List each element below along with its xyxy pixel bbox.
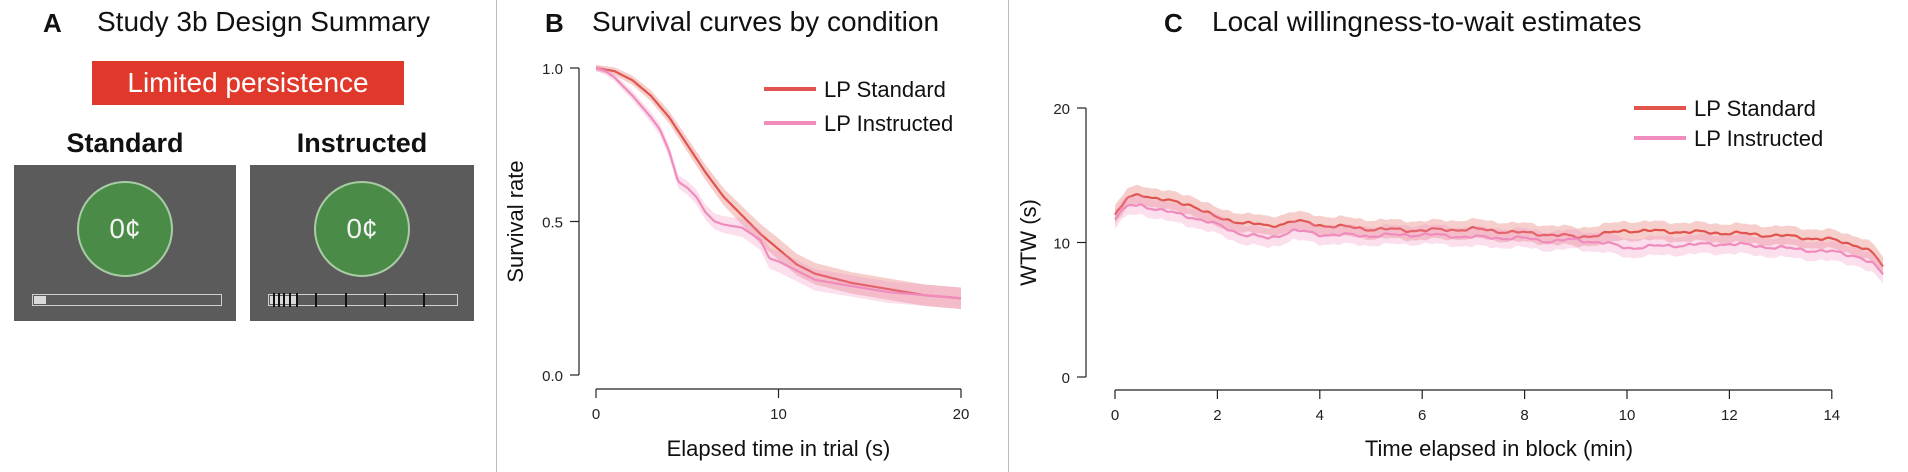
coin-icon: 0¢ [314,181,410,277]
tick-mark [273,293,275,307]
progress-fill [34,296,46,304]
tick-mark [278,293,280,307]
standard-condition-label: Standard [66,128,184,158]
coin-icon: 0¢ [77,181,173,277]
panel-c-title: Local willingness-to-wait estimates [1212,6,1642,37]
y-axis-label: WTW (s) [1016,199,1041,286]
instructed-progress-bar [268,293,458,307]
tick-mark [289,293,291,307]
series-line [1114,193,1884,268]
y-tick-label: 0 [1062,370,1070,387]
panel-b-title: Survival curves by condition [592,6,940,37]
x-tick-label: 10 [770,406,787,423]
instructed-screen: 0¢ [250,165,474,321]
tick-mark [423,293,425,307]
series-line [1114,203,1884,275]
x-axis-label: Time elapsed in block (min) [1365,436,1633,461]
tick-mark [315,293,317,307]
y-tick-label: 1.0 [542,61,563,78]
instructed-condition-label: Instructed [296,128,428,158]
confidence-band [596,64,961,310]
y-axis-label: Survival rate [503,160,528,282]
panel-a-letter: A [43,8,62,38]
x-tick-label: 4 [1316,407,1324,424]
legend-label: LP Instructed [824,111,953,136]
panel-a-title: Study 3b Design Summary [97,6,431,37]
y-tick-label: 0.0 [542,368,563,385]
y-tick-label: 0.5 [542,215,563,232]
condition-badge: Limited persistence [92,61,404,105]
y-tick-label: 10 [1053,236,1070,253]
y-tick-label: 20 [1053,101,1070,118]
x-tick-label: 10 [1619,407,1636,424]
tick-mark [296,293,298,307]
tick-mark [283,293,285,307]
series-line [595,66,962,300]
x-tick-label: 8 [1520,407,1528,424]
x-tick-label: 14 [1823,407,1840,424]
tick-mark [384,293,386,307]
series-line [595,66,962,300]
x-tick-label: 12 [1721,407,1738,424]
x-tick-label: 2 [1213,407,1221,424]
panel-divider [496,0,497,472]
panel-divider [1008,0,1009,472]
panel-c-letter: C [1164,8,1183,38]
x-tick-label: 6 [1418,407,1426,424]
confidence-band [1115,184,1883,276]
legend-label: LP Standard [1694,96,1816,121]
x-tick-label: 0 [1111,407,1119,424]
tick-mark [345,293,347,307]
confidence-band [596,64,961,310]
x-axis-label: Elapsed time in trial (s) [667,436,891,461]
legend-label: LP Standard [824,77,946,102]
x-tick-label: 20 [953,406,970,423]
legend-label: LP Instructed [1694,126,1823,151]
panel-b-letter: B [545,8,564,38]
x-tick-label: 0 [592,406,600,423]
standard-progress-bar [32,294,222,306]
standard-screen: 0¢ [14,165,236,321]
